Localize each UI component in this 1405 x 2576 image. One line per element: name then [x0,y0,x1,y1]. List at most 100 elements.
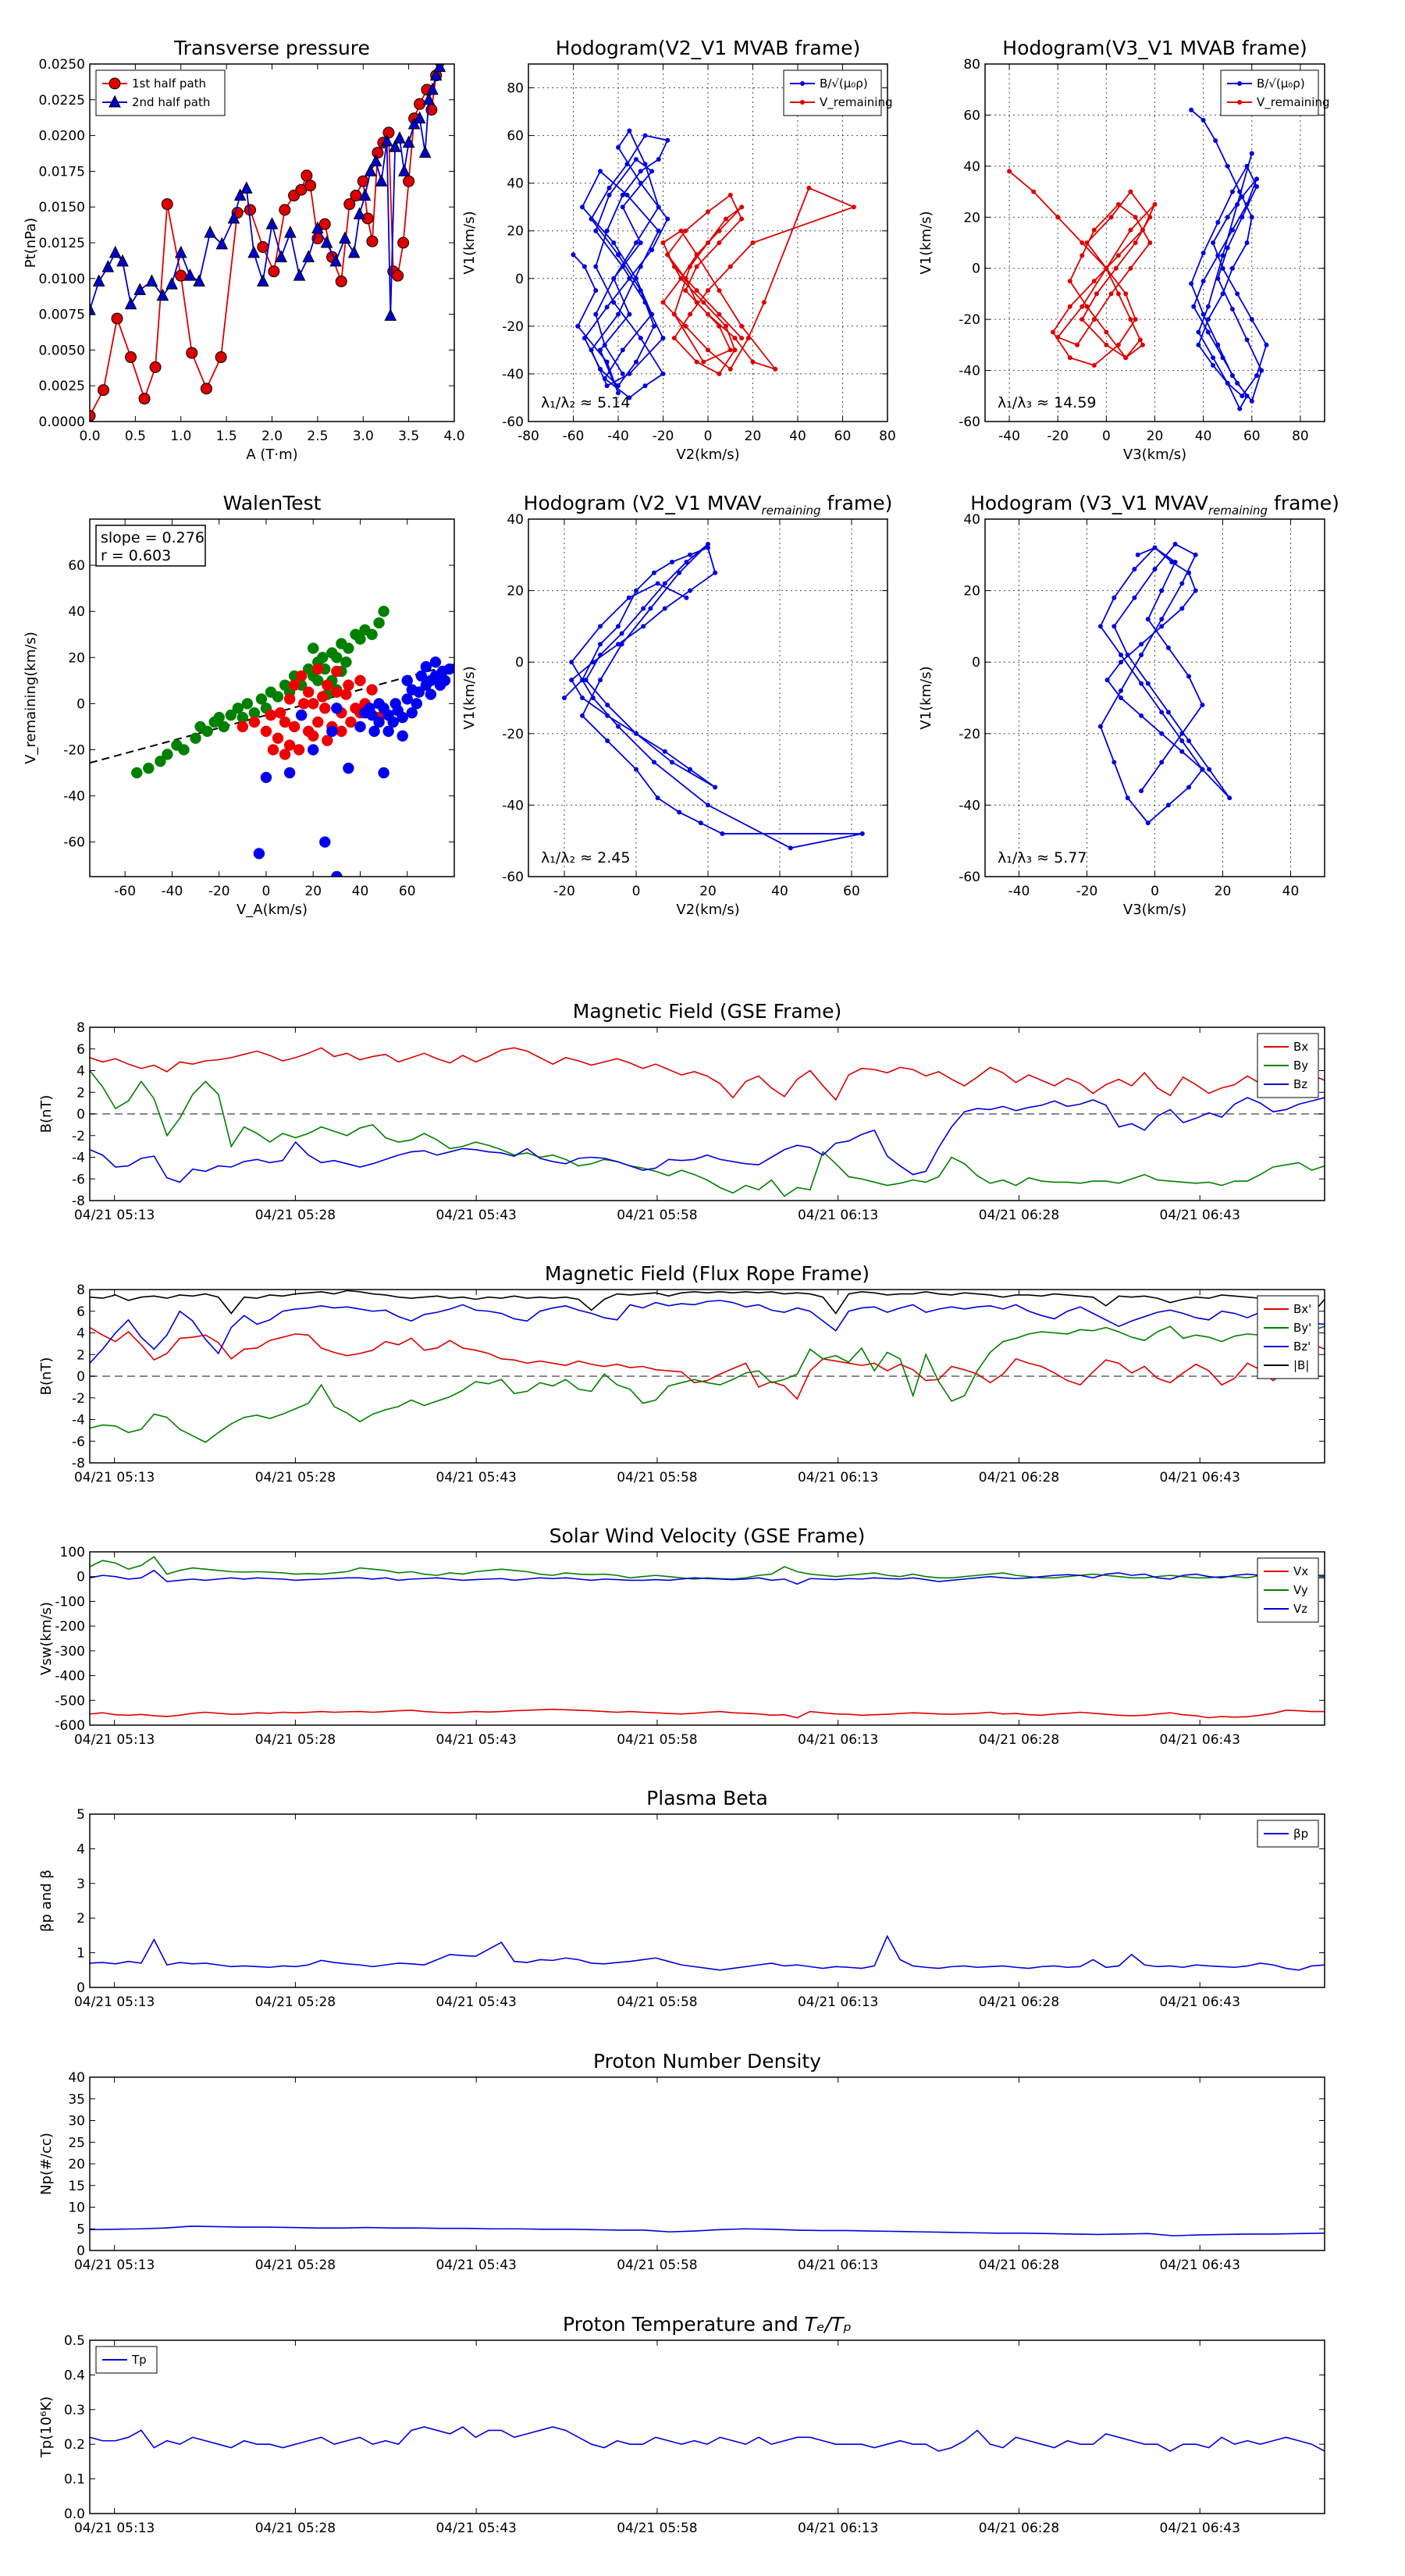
y-axis-label: Np(#/cc) [38,2133,55,2195]
x-tick-label: 60 [1243,429,1261,444]
y-tick-label: 4 [76,1326,85,1342]
y-tick-label: 0.5 [64,2333,85,2349]
data-point [1145,617,1151,622]
legend-marker [108,94,121,108]
legend-label: By' [1293,1321,1311,1335]
data-point [593,264,599,269]
y-tick-label: -40 [959,364,980,379]
y-axis-label: V1(km/s) [461,666,478,729]
data-point [1191,304,1197,309]
data-point [401,693,413,705]
data-point [213,711,225,724]
data-point [354,674,366,687]
data-point [426,82,439,95]
x-tick-label: 04/21 06:43 [1160,1470,1240,1485]
data-point [694,300,699,305]
data-point [641,624,646,629]
data-point [1235,380,1240,386]
data-point [656,157,661,162]
series--p [90,1934,1325,1971]
data-point [1133,215,1138,220]
data-point [1225,215,1230,220]
data-point [611,240,617,245]
y-tick-label: 40 [68,604,85,620]
data-point [580,205,585,210]
x-tick-label: 04/21 05:28 [255,1994,336,2010]
data-point [320,235,333,248]
y-axis-label: B(nT) [38,1095,55,1133]
y-tick-label: -60 [63,835,85,851]
x-tick-label: 2.0 [261,429,283,444]
data-point [1159,624,1165,629]
y-axis-label: V_remaining(km/s) [23,632,39,764]
chart-title: Magnetic Field (GSE Frame) [573,1000,841,1023]
y-tick-label: 0 [972,655,980,671]
data-point [724,323,728,329]
x-tick-label: 1.5 [216,429,237,444]
data-point [1159,710,1165,715]
legend: 1st half path 2nd half path [95,69,226,116]
data-point [638,169,643,174]
y-axis-label: V1(km/s) [461,211,478,274]
legend-label: B/√(μ₀ρ) [1257,76,1305,91]
data-point [420,660,432,673]
data-point [248,716,261,728]
data-point [619,642,624,647]
y-tick-label: 20 [68,650,85,666]
data-point [319,703,331,714]
data-point [750,240,756,245]
data-point [660,371,666,376]
data-point [1067,355,1072,361]
data-point [683,276,688,281]
data-point [627,276,632,281]
data-point [429,68,443,81]
data-point [279,204,291,216]
series-line [90,1047,1325,1101]
legend-label: βp [1293,1827,1308,1841]
y-tick-label: -4 [72,1413,85,1429]
y-tick-label: 60 [963,108,980,123]
series-b- [1189,107,1269,411]
data-point [272,691,284,703]
data-point [1172,542,1178,547]
y-tick-label: -40 [63,789,85,805]
data-point [649,311,655,317]
y-tick-label: -20 [959,312,980,328]
plot-area [90,1290,1325,1443]
data-point [750,359,756,365]
data-point [655,581,660,586]
data-point [317,691,329,703]
y-tick-label: 0 [515,655,524,671]
data-point [652,570,656,575]
data-point [1119,696,1123,700]
data-point [392,269,404,282]
data-point [1186,674,1191,679]
chart-title: WalenTest [223,492,322,514]
x-tick-label: 04/21 06:28 [979,1208,1059,1223]
data-point [724,216,728,222]
data-point [671,336,677,341]
data-point [108,245,122,258]
x-tick-label: 04/21 05:58 [617,2258,697,2273]
x-tick-label: 04/21 05:13 [74,1208,155,1223]
data-point [859,831,865,837]
y-tick-label: 0 [972,262,980,277]
data-point [433,64,446,73]
chart-tsB: Magnetic Field (GSE Frame) 04/21 05:13 04/… [38,1000,1325,1223]
data-point [1104,265,1109,271]
x-tick-label: 0.5 [125,429,146,444]
data-point [580,713,585,718]
data-point [343,198,356,211]
ratio-annotation: λ₁/λ₂ ≈ 2.45 [541,849,630,866]
data-point [288,720,301,733]
data-point [311,221,324,234]
data-point [382,126,395,139]
data-point [1067,304,1072,309]
data-point [598,678,603,683]
data-point [373,716,385,728]
data-point [237,720,249,733]
data-point [660,240,666,245]
x-tick-label: 04/21 06:43 [1160,2521,1240,2536]
x-tick-label: 04/21 06:13 [798,1470,878,1485]
x-tick-label: 04/21 05:43 [436,1994,516,2010]
